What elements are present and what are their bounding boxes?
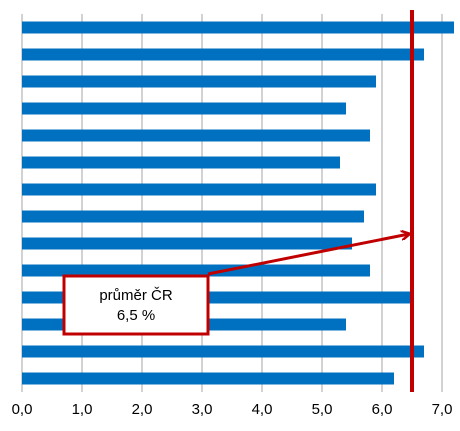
annotation-arrow [207,234,409,276]
annotation-text: průměr ČR [99,287,173,304]
bar [22,21,454,34]
x-tick-label: 7,0 [432,401,453,418]
bar [22,75,376,88]
bar [22,48,424,61]
bar [22,210,364,223]
bar [22,264,370,277]
bar [22,183,376,196]
x-tick-label: 0,0 [12,401,33,418]
x-tick-label: 3,0 [192,401,213,418]
annotation-box [62,274,210,336]
bar [22,156,340,169]
bar [22,372,394,385]
bar [22,129,370,142]
x-tick-label: 6,0 [372,401,393,418]
x-tick-label: 2,0 [132,401,153,418]
bar [22,237,352,250]
bar [22,102,346,115]
annotation-text: 6,5 % [117,307,155,324]
x-tick-label: 5,0 [312,401,333,418]
x-tick-label: 4,0 [252,401,273,418]
bar [22,345,424,358]
x-tick-label: 1,0 [72,401,93,418]
